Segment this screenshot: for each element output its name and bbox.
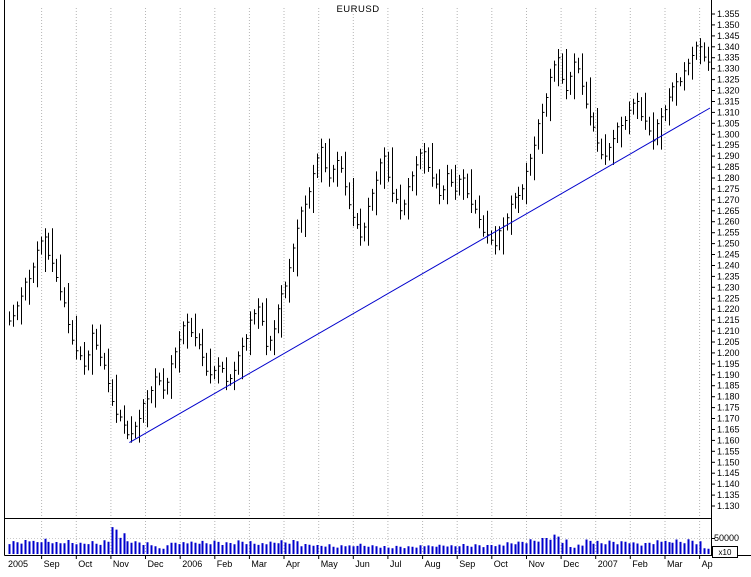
price-tick-label: 1.330 xyxy=(717,64,740,74)
trendline[interactable] xyxy=(129,107,711,444)
price-tick-label: 1.160 xyxy=(717,435,740,445)
price-bars-series xyxy=(9,38,711,443)
time-tick-label: Jul xyxy=(390,559,402,569)
price-tick-label: 1.255 xyxy=(717,228,740,238)
price-tick-label: 1.290 xyxy=(717,151,740,161)
price-tick-label: 1.185 xyxy=(717,381,740,391)
price-tick-label: 1.135 xyxy=(717,490,740,500)
price-tick-label: 1.250 xyxy=(717,239,740,249)
price-tick-label: 1.345 xyxy=(717,31,740,41)
time-axis-labels: 2005 Sep Oct Nov Dec 2006 Feb Mar Apr May Jun Jul Au… xyxy=(8,555,713,569)
price-tick-label: 1.155 xyxy=(717,446,740,456)
price-tick-label: 1.320 xyxy=(717,86,740,96)
price-tick-label: 1.150 xyxy=(717,457,740,467)
time-tick-label: 2006 xyxy=(182,559,202,569)
price-tick-label: 1.335 xyxy=(717,53,740,63)
price-tick-label: 1.220 xyxy=(717,304,740,314)
time-tick-label: Sep xyxy=(44,559,60,569)
time-tick-label: Nov xyxy=(529,559,546,569)
time-tick-label: Oct xyxy=(78,559,93,569)
price-tick-label: 1.170 xyxy=(717,414,740,424)
volume-multiplier-label: x10 xyxy=(719,548,732,557)
price-tick-label: 1.175 xyxy=(717,403,740,413)
price-tick-label: 1.295 xyxy=(717,140,740,150)
time-tick-label: Aug xyxy=(425,559,441,569)
price-tick-label: 1.190 xyxy=(717,370,740,380)
price-tick-label: 1.355 xyxy=(717,9,740,19)
price-tick-label: 1.305 xyxy=(717,118,740,128)
price-tick-label: 1.265 xyxy=(717,206,740,216)
price-tick-label: 1.165 xyxy=(717,425,740,435)
price-tick-label: 1.260 xyxy=(717,217,740,227)
trendline-layer xyxy=(129,107,711,444)
price-tick-label: 1.225 xyxy=(717,293,740,303)
time-tick-label: Oct xyxy=(494,559,509,569)
price-tick-label: 1.240 xyxy=(717,261,740,271)
price-tick-label: 1.270 xyxy=(717,195,740,205)
price-tick-label: 1.205 xyxy=(717,337,740,347)
time-tick-label: 2007 xyxy=(598,559,618,569)
price-tick-label: 1.325 xyxy=(717,75,740,85)
price-tick-label: 1.180 xyxy=(717,392,740,402)
time-tick-label: Sep xyxy=(459,559,475,569)
time-tick-label: May xyxy=(321,559,339,569)
price-tick-label: 1.145 xyxy=(717,468,740,478)
price-tick-label: 1.285 xyxy=(717,162,740,172)
price-tick-label: 1.310 xyxy=(717,107,740,117)
time-tick-label: Dec xyxy=(148,559,165,569)
price-tick-label: 1.275 xyxy=(717,184,740,194)
chart-title: EURUSD xyxy=(336,4,379,15)
price-tick-label: 1.235 xyxy=(717,271,740,281)
price-tick-label: 1.245 xyxy=(717,250,740,260)
volume-axis-label: 50000 xyxy=(714,533,739,543)
time-tick-label: 2005 xyxy=(8,559,28,569)
time-tick-label: Feb xyxy=(632,559,648,569)
price-tick-label: 1.340 xyxy=(717,42,740,52)
price-tick-label: 1.350 xyxy=(717,20,740,30)
time-tick-label: Dec xyxy=(563,559,580,569)
price-tick-label: 1.215 xyxy=(717,315,740,325)
volume-bars-path xyxy=(8,527,710,554)
time-tick-label: Mar xyxy=(667,559,683,569)
price-axis-labels: 1.3551.3501.3451.3401.3351.3301.3251.320… xyxy=(711,9,740,511)
price-tick-label: 1.210 xyxy=(717,326,740,336)
price-tick-label: 1.280 xyxy=(717,173,740,183)
price-tick-label: 1.200 xyxy=(717,348,740,358)
ohlc-bars-path xyxy=(9,38,711,443)
volume-series xyxy=(8,527,710,554)
time-tick-label: Jun xyxy=(355,559,370,569)
price-tick-label: 1.230 xyxy=(717,282,740,292)
price-tick-label: 1.140 xyxy=(717,479,740,489)
time-tick-label: Apr xyxy=(286,559,300,569)
time-tick-label: Feb xyxy=(217,559,233,569)
time-tick-label: Ap xyxy=(702,559,713,569)
price-tick-label: 1.315 xyxy=(717,97,740,107)
price-tick-label: 1.300 xyxy=(717,129,740,139)
volume-multiplier-box xyxy=(712,546,738,558)
volume-multiplier-badge: x10 xyxy=(712,546,738,558)
time-tick-label: Mar xyxy=(251,559,267,569)
price-tick-label: 1.130 xyxy=(717,501,740,511)
price-tick-label: 1.195 xyxy=(717,359,740,369)
month-gridlines xyxy=(41,8,701,553)
time-tick-label: Nov xyxy=(113,559,130,569)
